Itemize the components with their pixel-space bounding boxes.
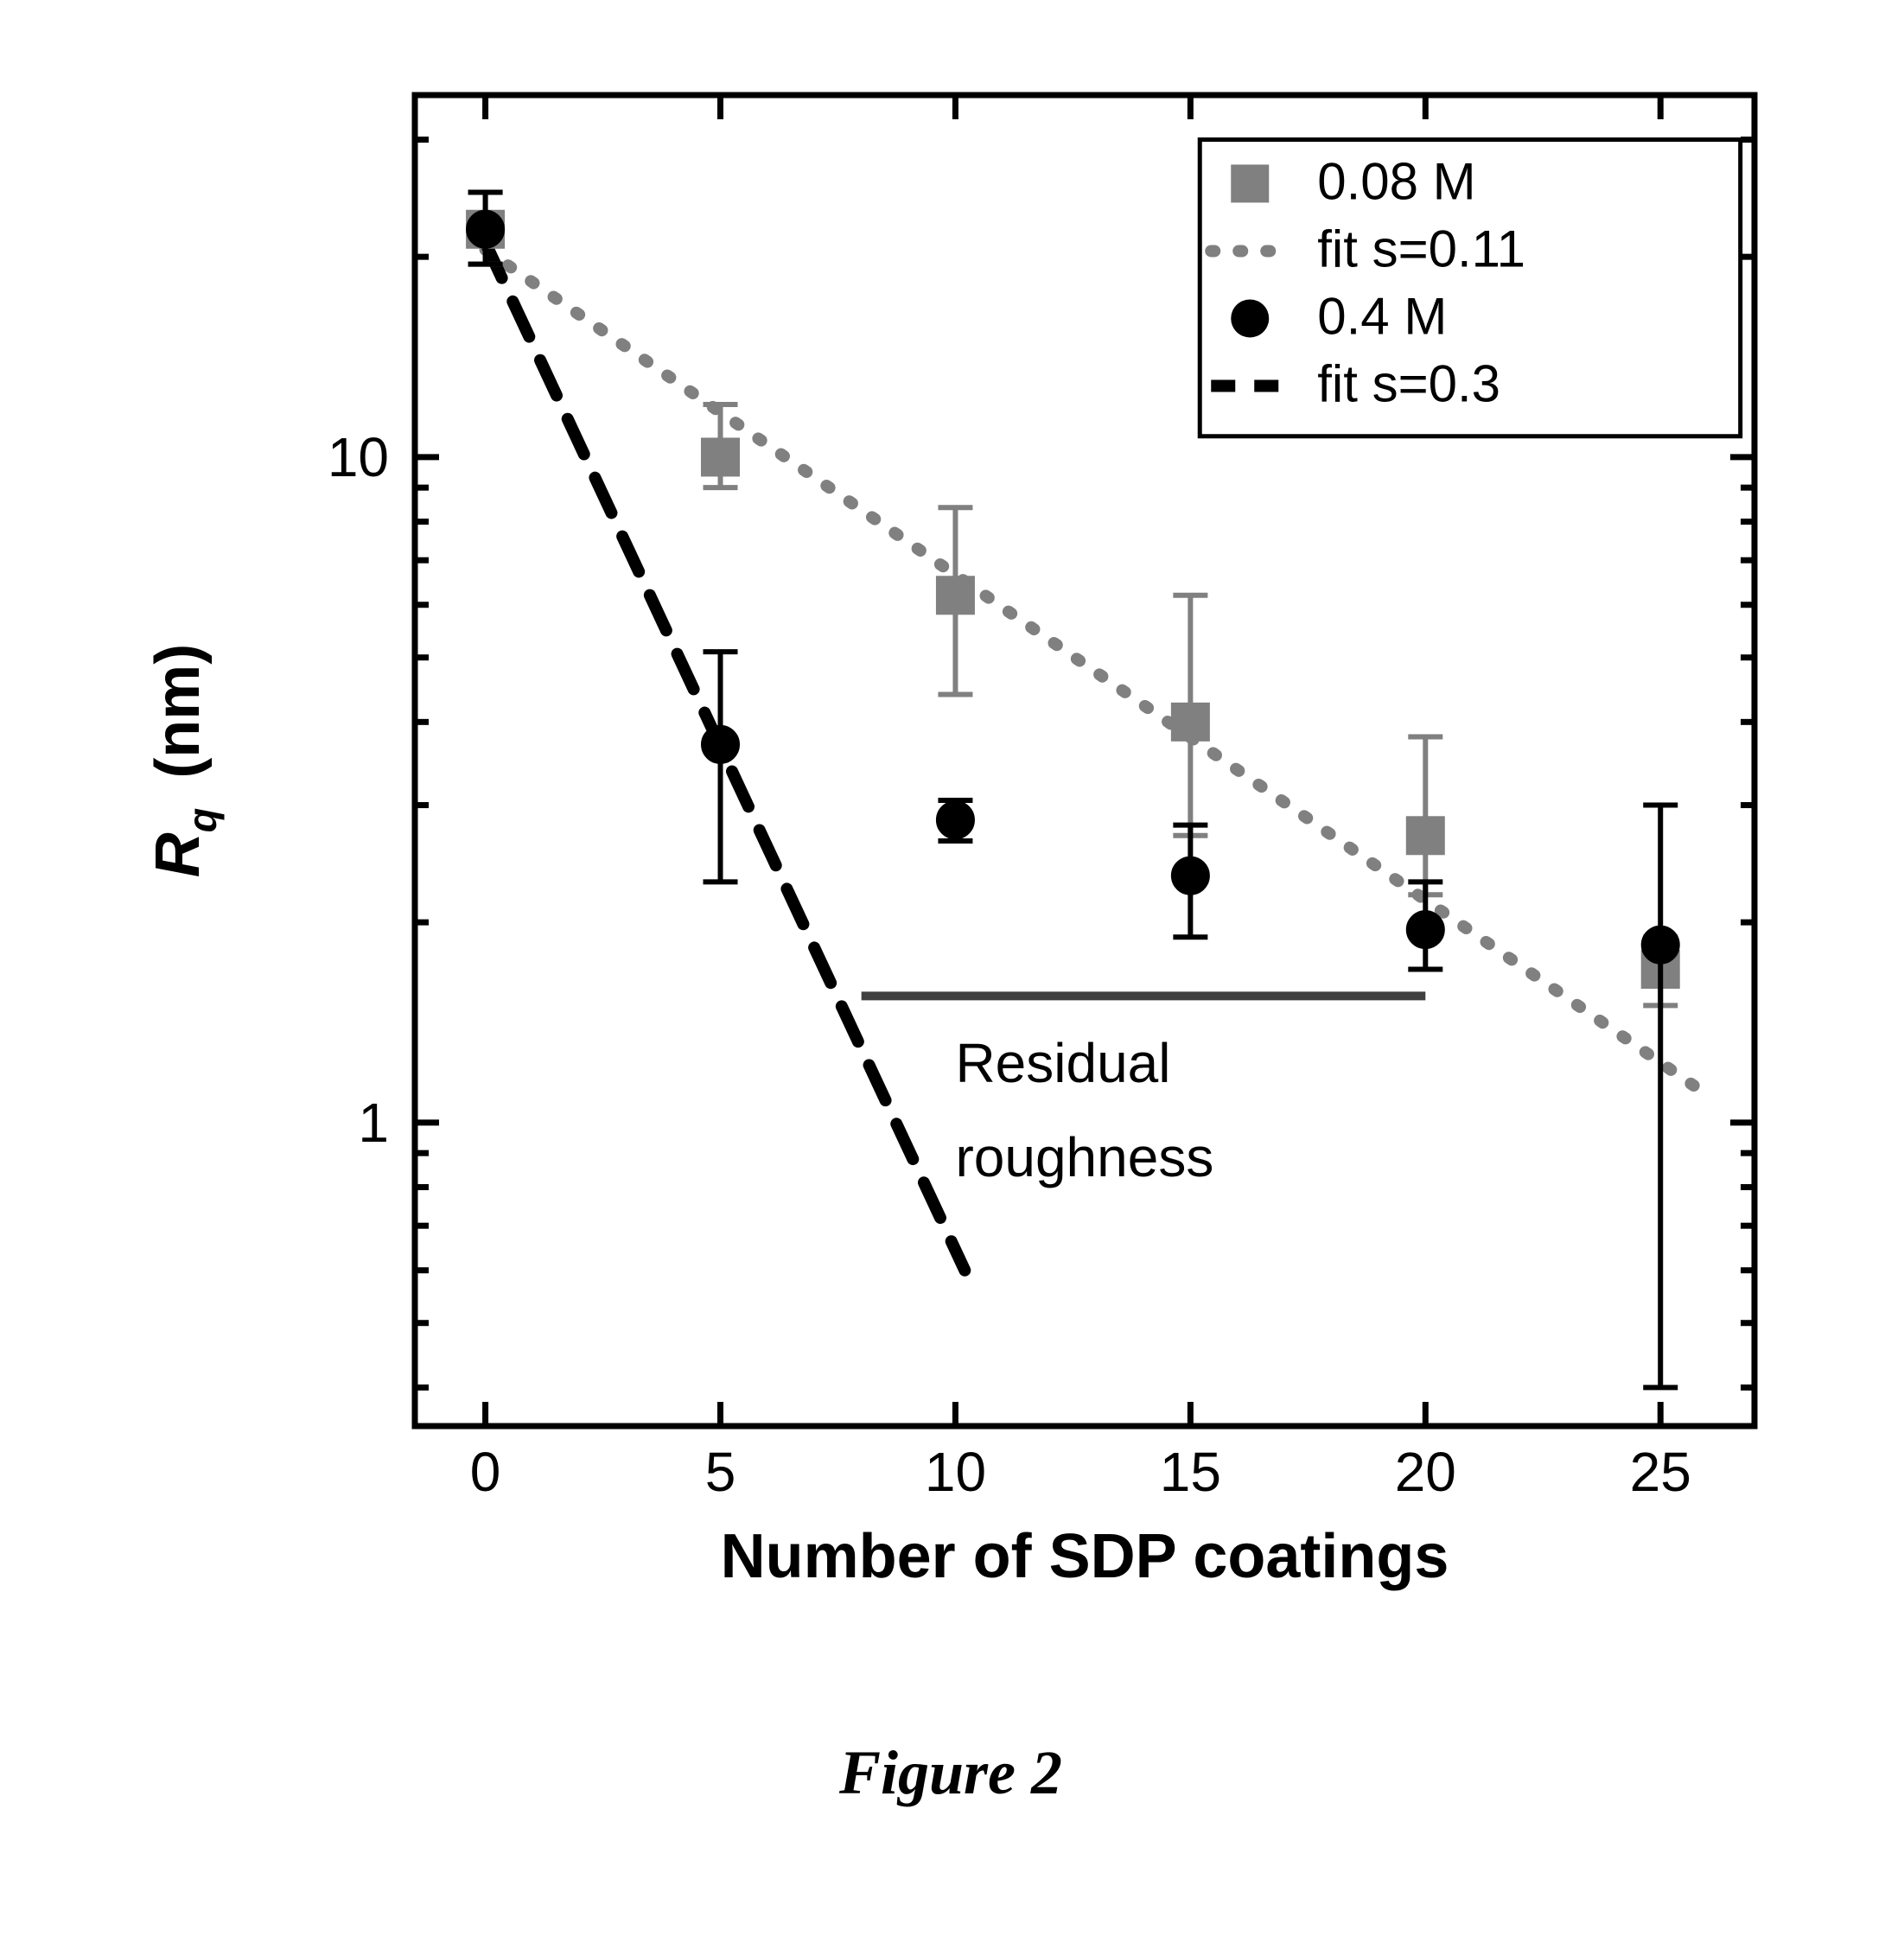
svg-text:Residual: Residual [955, 1032, 1170, 1094]
svg-text:0.4 M: 0.4 M [1317, 287, 1447, 345]
svg-text:10: 10 [328, 426, 389, 488]
svg-text:25: 25 [1630, 1441, 1691, 1503]
svg-text:roughness: roughness [955, 1126, 1213, 1188]
svg-text:fit s=0.3: fit s=0.3 [1317, 354, 1500, 412]
chart: Residual roughness 0 5 10 15 20 25 1 10 Number of … [86, 35, 1815, 1659]
svg-text:Rq (nm): Rq (nm) [143, 644, 225, 878]
figure-container: Residual roughness 0 5 10 15 20 25 1 10 Number of … [86, 35, 1815, 1809]
svg-text:0: 0 [470, 1441, 501, 1503]
svg-text:10: 10 [925, 1441, 986, 1503]
svg-text:fit s=0.11: fit s=0.11 [1317, 220, 1525, 277]
svg-text:1: 1 [358, 1092, 389, 1154]
svg-text:0.08 M: 0.08 M [1317, 152, 1475, 210]
svg-text:15: 15 [1160, 1441, 1221, 1503]
svg-text:20: 20 [1395, 1441, 1456, 1503]
svg-text:5: 5 [705, 1441, 736, 1503]
figure-caption: Figure 2 [86, 1737, 1815, 1809]
svg-text:Number of SDP coatings: Number of SDP coatings [721, 1522, 1449, 1591]
